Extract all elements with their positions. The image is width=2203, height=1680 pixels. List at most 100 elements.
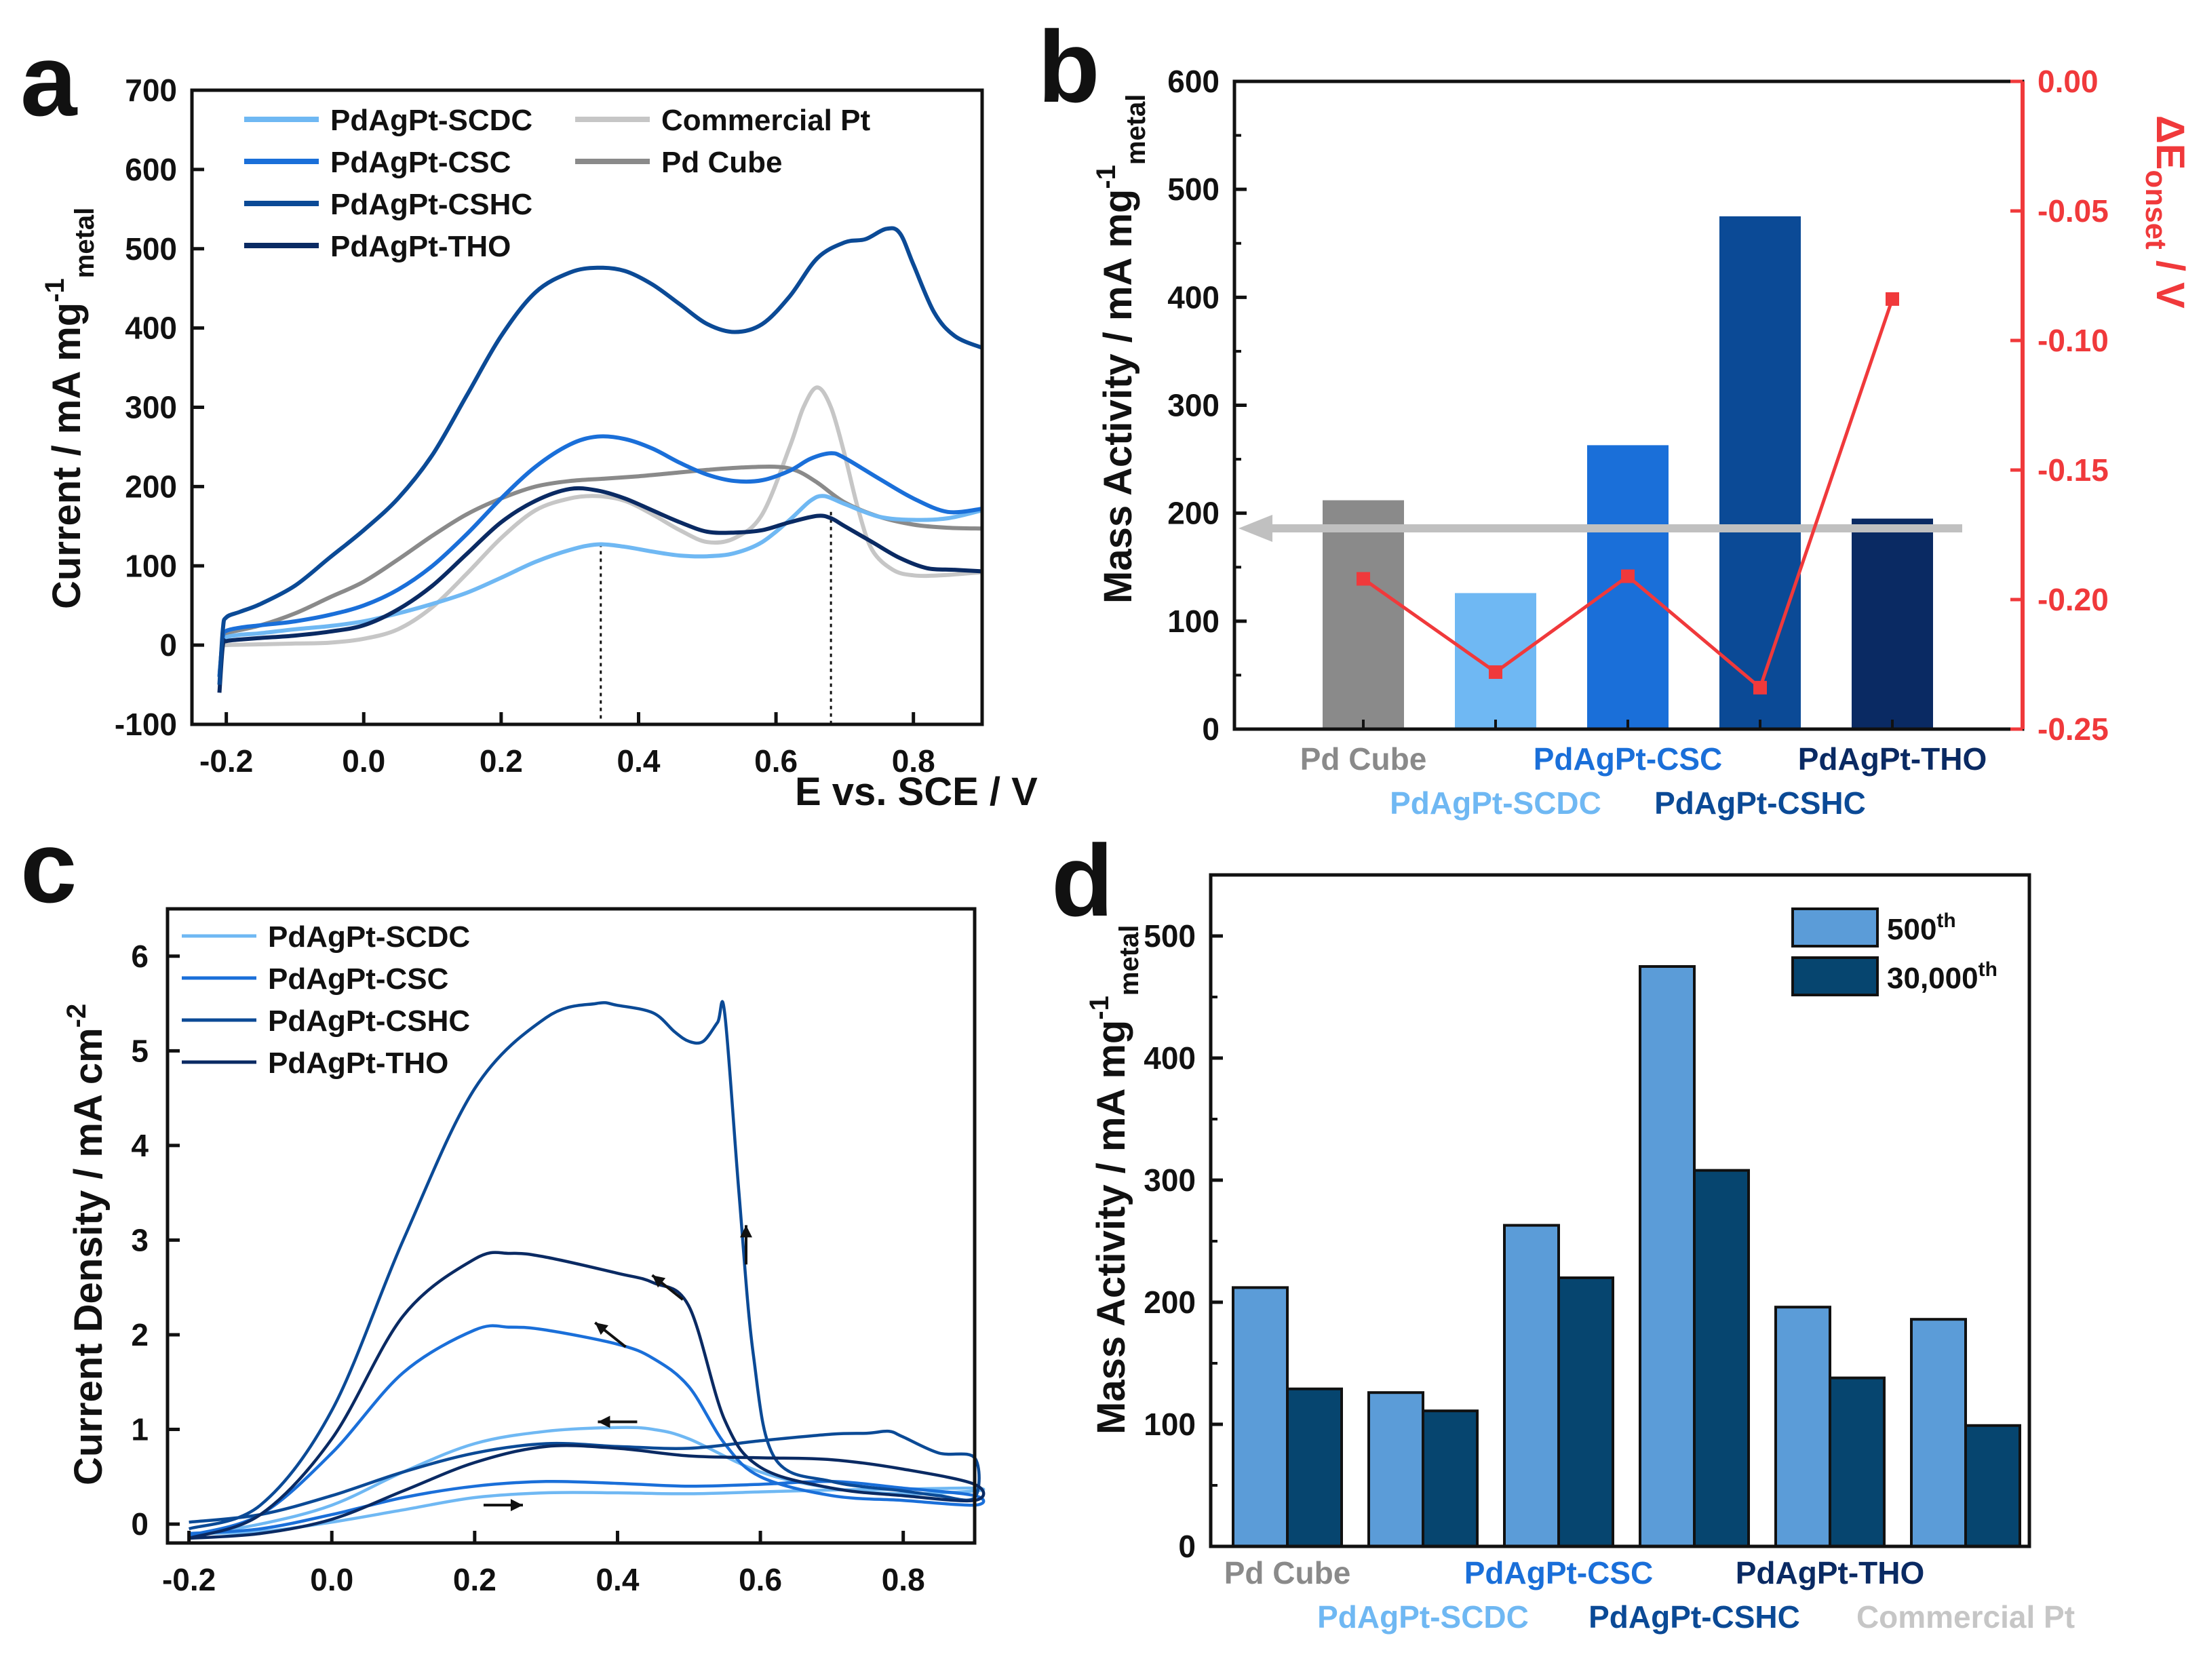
legend-label-30000th-main: 30,000 (1887, 962, 1978, 995)
panel-b-ytick-label-0: 0 (1202, 711, 1220, 747)
panel-b-y2label-sub: onset (2139, 170, 2172, 250)
panel-b-ytick-label-4: 400 (1167, 279, 1220, 315)
panel-d-category-label-commercial-pt: Commercial Pt (1856, 1599, 2075, 1635)
panel-d-bar-pdagpt-tho-500th (1774, 1306, 1831, 1548)
legend-swatch-30000th (1791, 956, 1879, 996)
panel-c-ytick-label-5: 5 (131, 1033, 149, 1068)
panel-a-ytick-label-5: 400 (125, 311, 177, 346)
panel-d-ytick-label-1: 100 (1144, 1407, 1196, 1442)
panel-a-ytick-label-1: 0 (159, 627, 177, 663)
panel-d-bar-commercial-pt-30-000th (1964, 1424, 2021, 1548)
panel-c-series-pdagpt-tho (188, 1251, 986, 1540)
panel-b-onset-point-0 (1357, 572, 1370, 586)
panel-a-xtick-label-0: -0.2 (199, 743, 253, 779)
panel-b-category-label-pdagpt-csc: PdAgPt-CSC (1534, 741, 1723, 777)
panel-b-onset-point-2 (1621, 569, 1635, 583)
panel-c-xtick-label-0: -0.2 (162, 1562, 216, 1597)
panel-c-xtick-label-5: 0.8 (882, 1562, 925, 1597)
panel-b-y2label-tail: / V (2148, 250, 2192, 309)
panel-d-ylabel-sub: metal (1114, 925, 1144, 996)
panel-c-ylabel-sup: -2 (62, 1004, 92, 1028)
panel-b-ytick-label-5: 500 (1167, 172, 1220, 207)
panel-b-ylabel-main: Mass Activity / mA mg (1096, 189, 1140, 604)
panel-b-ylabel: Mass Activity / mA mg-1metal (1091, 94, 1151, 604)
legend-label-500th-sup: th (1936, 910, 1955, 932)
panel-b-ytick-label-2: 200 (1167, 496, 1220, 531)
legend-label-cshc: PdAgPt-CSHC (268, 1004, 470, 1038)
panel-b-onset-point-1 (1489, 665, 1502, 679)
panel-d-bar-pd-cube-30-000th (1286, 1387, 1343, 1548)
panel-c-ylabel: Current Density / mA cm-2 (62, 1004, 111, 1485)
panel-c-xtick-label-4: 0.6 (739, 1562, 782, 1597)
panel-a-ytick-label-0: -100 (115, 707, 177, 742)
panel-a-ytick-label-2: 100 (125, 548, 177, 583)
panel-d-category-label-pdagpt-scdc: PdAgPt-SCDC (1317, 1599, 1529, 1635)
panel-b-ylabel-sup: -1 (1091, 165, 1121, 189)
panel-d-bar-commercial-pt-500th (1910, 1318, 1967, 1548)
panel-c-ytick-label-6: 6 (131, 939, 149, 974)
panel-letter-a: a (20, 23, 78, 137)
panel-d-ylabel-sup: -1 (1085, 996, 1114, 1020)
panel-a-ytick-label-8: 700 (125, 73, 177, 108)
panel-b-ytick-label-6: 600 (1167, 64, 1220, 99)
panel-d-ytick-label-5: 500 (1144, 918, 1196, 954)
panel-a-ylabel-main: Current / mA mg (45, 302, 89, 609)
panel-c-xtick-label-1: 0.0 (310, 1562, 353, 1597)
panel-a-xtick-label-2: 0.2 (480, 743, 523, 779)
legend-label-tho: PdAgPt-THO (330, 230, 511, 263)
panel-d-ylabel-main: Mass Activity / mA mg (1089, 1020, 1133, 1434)
legend-label-csc: PdAgPt-CSC (268, 962, 448, 996)
panel-c-series-pdagpt-csc (188, 1324, 986, 1537)
panel-d-legend: 500th 30,000th (1791, 907, 1997, 996)
panel-b-y2tick-label-2: -0.10 (2038, 323, 2109, 358)
panel-letter-b: b (1038, 9, 1100, 123)
panel-a-xtick-label-1: 0.0 (342, 743, 385, 779)
panel-letter-c: c (20, 810, 77, 924)
panel-b-onset-point-3 (1753, 680, 1767, 695)
panel-d-bar-pdagpt-cshc-30-000th (1693, 1169, 1750, 1548)
legend-label-30000th: 30,000th (1887, 958, 1997, 995)
panel-a-series-pdagpt-scdc (217, 494, 983, 678)
panel-b-bar-pdagpt-csc (1587, 445, 1669, 729)
panel-c-ytick-label-0: 0 (131, 1506, 149, 1542)
panel-c-arrow-head-4 (510, 1499, 523, 1512)
panel-c-xtick-label-2: 0.2 (453, 1562, 496, 1597)
panel-d-ytick-label-4: 400 (1144, 1040, 1196, 1076)
panel-a-ytick-label-3: 200 (125, 469, 177, 504)
panel-b-y2tick-label-5: -0.25 (2038, 711, 2109, 747)
panel-d-ytick-label-0: 0 (1178, 1529, 1196, 1564)
legend-swatch-500th (1791, 907, 1879, 948)
legend-label-500th: 500th (1887, 910, 1956, 946)
panel-c-arrow-head-2 (595, 1323, 608, 1335)
legend-label-csc: PdAgPt-CSC (330, 146, 511, 179)
panel-c-ytick-label-4: 4 (131, 1128, 149, 1163)
legend-label-cshc: PdAgPt-CSHC (330, 188, 532, 221)
panel-d-category-label-pdagpt-csc: PdAgPt-CSC (1464, 1555, 1654, 1590)
panel-a-ylabel-sub: metal (70, 208, 100, 279)
panel-d-bar-pdagpt-scdc-30-000th (1422, 1409, 1479, 1548)
panel-b-y2tick-label-1: -0.05 (2038, 193, 2109, 229)
panel-c-ylabel-main: Current Density / mA cm (66, 1028, 111, 1485)
panel-a-xlabel: E vs. SCE / V (795, 770, 1038, 814)
panel-a-chart: -0.2 0.0 0.2 0.4 0.6 0.8 -100 0 100 200 300 400 500 6… (40, 73, 1038, 814)
panel-d-ytick-label-2: 200 (1144, 1285, 1196, 1320)
panel-b-category-label-pdagpt-scdc: PdAgPt-SCDC (1390, 785, 1601, 821)
panel-b-category-label-pdagpt-cshc: PdAgPt-CSHC (1654, 785, 1866, 821)
panel-a-xtick-label-4: 0.6 (754, 743, 798, 779)
panel-b-ylabel-sub: metal (1121, 94, 1151, 165)
panel-d-chart: 0 100 200 300 400 500 Pd Cube PdAgPt-SCDC PdAgP… (1085, 873, 2075, 1635)
panel-c-xtick-label-3: 0.4 (596, 1562, 639, 1597)
panel-a-xtick-label-5: 0.8 (892, 743, 935, 779)
panel-d-category-label-pd-cube: Pd Cube (1224, 1555, 1351, 1590)
legend-label-500th-main: 500 (1887, 913, 1936, 946)
legend-label-30000th-sup: th (1978, 958, 1997, 981)
panel-b-category-label-pd-cube: Pd Cube (1300, 741, 1427, 777)
panel-b-y2label: ΔEonset / V (2139, 115, 2192, 309)
panel-b-category-label-pdagpt-tho: PdAgPt-THO (1798, 741, 1987, 777)
legend-label-pd-cube: Pd Cube (661, 146, 782, 179)
panel-a-ytick-label-6: 500 (125, 231, 177, 267)
panel-c-frame (165, 907, 977, 1545)
panel-b-y2tick-label-0: 0.00 (2038, 64, 2099, 99)
panel-b-bar-pdagpt-tho (1852, 518, 1933, 729)
legend-label-scdc: PdAgPt-SCDC (330, 104, 532, 137)
